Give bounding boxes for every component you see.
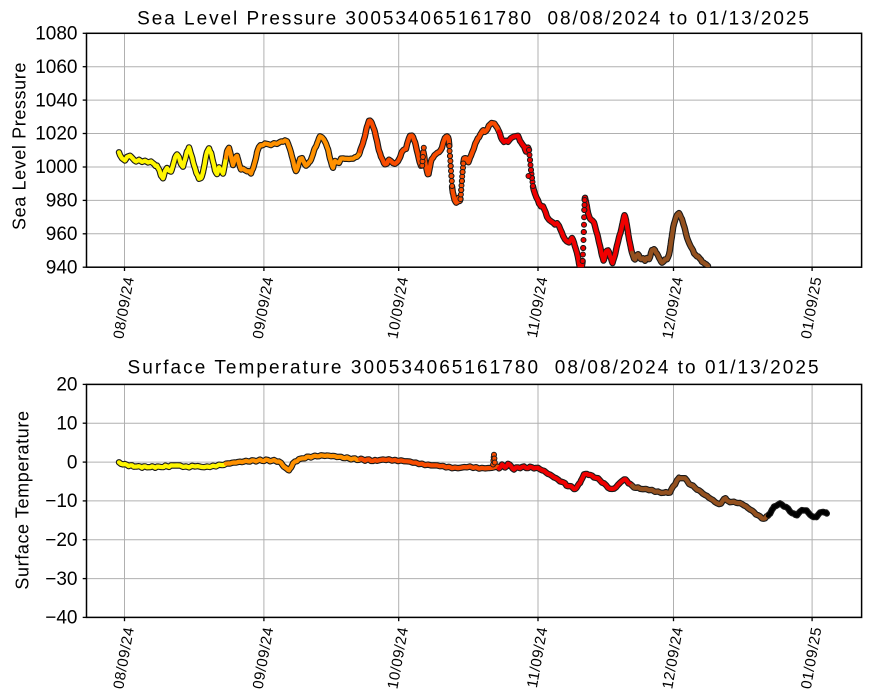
svg-text:1080: 1080 [35,24,77,45]
svg-text:Sea Level Pressure 30053406516: Sea Level Pressure 300534065161780 08/08… [137,9,811,30]
svg-text:1020: 1020 [35,124,77,145]
svg-text:Sea Level Pressure: Sea Level Pressure [10,62,30,230]
svg-text:Surface Temperature: Surface Temperature [13,410,33,589]
svg-text:−20: −20 [45,530,77,551]
svg-text:10: 10 [56,413,77,434]
svg-text:980: 980 [46,191,78,212]
svg-text:−40: −40 [45,608,77,629]
svg-text:0: 0 [67,452,78,473]
svg-text:1000: 1000 [35,157,77,178]
svg-text:1060: 1060 [35,57,77,78]
svg-text:Surface Temperature 3005340651: Surface Temperature 300534065161780 08/0… [128,358,821,379]
svg-text:−30: −30 [45,569,77,590]
svg-text:960: 960 [46,224,78,245]
svg-text:−10: −10 [45,491,77,512]
svg-text:20: 20 [56,375,77,396]
svg-text:1040: 1040 [35,90,77,111]
svg-text:940: 940 [46,257,78,278]
